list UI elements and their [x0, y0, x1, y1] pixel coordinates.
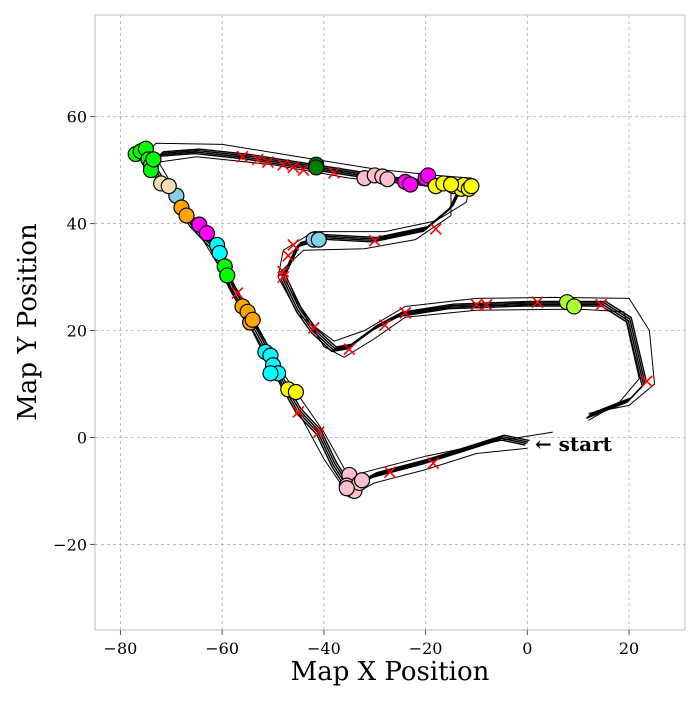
cross-stroke — [297, 164, 310, 177]
y-tick-label: 0 — [77, 428, 87, 447]
data-point — [211, 244, 228, 262]
x-tick-label: 20 — [619, 639, 639, 658]
data-point — [160, 178, 177, 195]
cross-stroke — [307, 321, 320, 334]
cross-stroke — [282, 249, 295, 262]
x-tick-label: −60 — [205, 639, 239, 658]
x-axis-label: Map X Position — [291, 657, 490, 687]
data-point — [308, 159, 325, 176]
data-point — [198, 225, 215, 242]
track-lap-line — [152, 148, 648, 487]
cross-marker — [261, 155, 274, 169]
cross-marker — [231, 287, 244, 300]
tick-labels: −80 −60 −40 −20 0 20 −20 0 20 40 60 — [53, 108, 639, 658]
cross-stroke — [277, 158, 290, 171]
y-tick-label: 20 — [67, 322, 87, 341]
data-point — [262, 365, 279, 382]
plot-frame — [94, 14, 686, 631]
cross-stroke — [531, 296, 544, 309]
y-tick-label: 60 — [67, 108, 87, 127]
data-point — [566, 298, 583, 315]
cross-marker — [282, 249, 295, 262]
cross-marker — [343, 343, 356, 356]
cross-stroke — [277, 265, 290, 278]
data-point — [287, 383, 305, 401]
cross-marker — [429, 222, 442, 235]
cross-stroke — [368, 234, 381, 247]
cross-marker — [277, 265, 290, 278]
cross-marker — [595, 298, 608, 311]
x-tick-label: −40 — [307, 639, 341, 658]
cross-marker — [480, 298, 493, 311]
cross-marker — [368, 234, 381, 247]
cross-stroke — [261, 155, 274, 169]
cross-stroke — [378, 319, 391, 332]
cross-stroke — [480, 298, 493, 311]
cross-marker — [427, 457, 440, 470]
cross-stroke — [287, 161, 300, 174]
cross-marker — [297, 164, 310, 177]
cross-marker — [277, 158, 290, 171]
annotations: ← start — [535, 432, 613, 456]
cross-marker — [531, 296, 544, 309]
y-axis-label: Map Y Position — [13, 223, 43, 421]
data-point — [310, 231, 327, 248]
x-tick-label: −80 — [104, 639, 138, 658]
cross-stroke — [277, 270, 290, 284]
cross-stroke — [427, 457, 440, 470]
data-point — [244, 311, 261, 328]
cross-stroke — [236, 150, 249, 163]
colored-markers — [127, 140, 583, 500]
cross-marker — [383, 466, 397, 479]
data-point — [145, 151, 162, 168]
cross-stroke — [399, 306, 412, 319]
y-tick-label: 40 — [67, 215, 87, 234]
cross-stroke — [327, 166, 341, 179]
cross-marker — [277, 270, 290, 284]
y-tick-label: −20 — [53, 535, 87, 554]
grid — [95, 15, 685, 630]
cross-stroke — [343, 343, 356, 356]
cross-stroke — [287, 238, 300, 252]
cross-stroke — [231, 287, 244, 300]
cross-marker — [470, 298, 483, 311]
cross-marker — [287, 161, 300, 174]
data-point — [219, 267, 236, 284]
cross-stroke — [429, 222, 442, 235]
start-annotation: ← start — [535, 432, 613, 456]
cross-marker — [378, 319, 391, 332]
cross-marker — [236, 150, 249, 163]
data-point — [353, 472, 371, 489]
cross-stroke — [312, 426, 325, 439]
x-tick-label: 0 — [522, 639, 532, 658]
cross-marker — [307, 321, 320, 334]
cross-marker — [312, 426, 325, 439]
x-tick-label: −20 — [409, 639, 443, 658]
cross-stroke — [383, 466, 397, 479]
data-point — [379, 171, 396, 188]
cross-marker — [292, 405, 305, 418]
cross-marker — [640, 375, 653, 388]
data-point — [463, 178, 480, 195]
data-point — [178, 207, 195, 224]
cross-stroke — [595, 298, 608, 311]
cross-stroke — [251, 153, 264, 166]
cross-marker — [287, 238, 300, 252]
cross-stroke — [640, 375, 653, 388]
cross-marker — [251, 153, 264, 166]
cross-marker — [327, 166, 341, 179]
cross-marker — [399, 306, 412, 319]
data-point — [338, 480, 355, 497]
track-inner-boundary — [157, 156, 640, 479]
cross-stroke — [292, 405, 305, 418]
data-point — [442, 176, 460, 193]
cross-stroke — [470, 298, 483, 311]
data-point — [402, 176, 419, 193]
